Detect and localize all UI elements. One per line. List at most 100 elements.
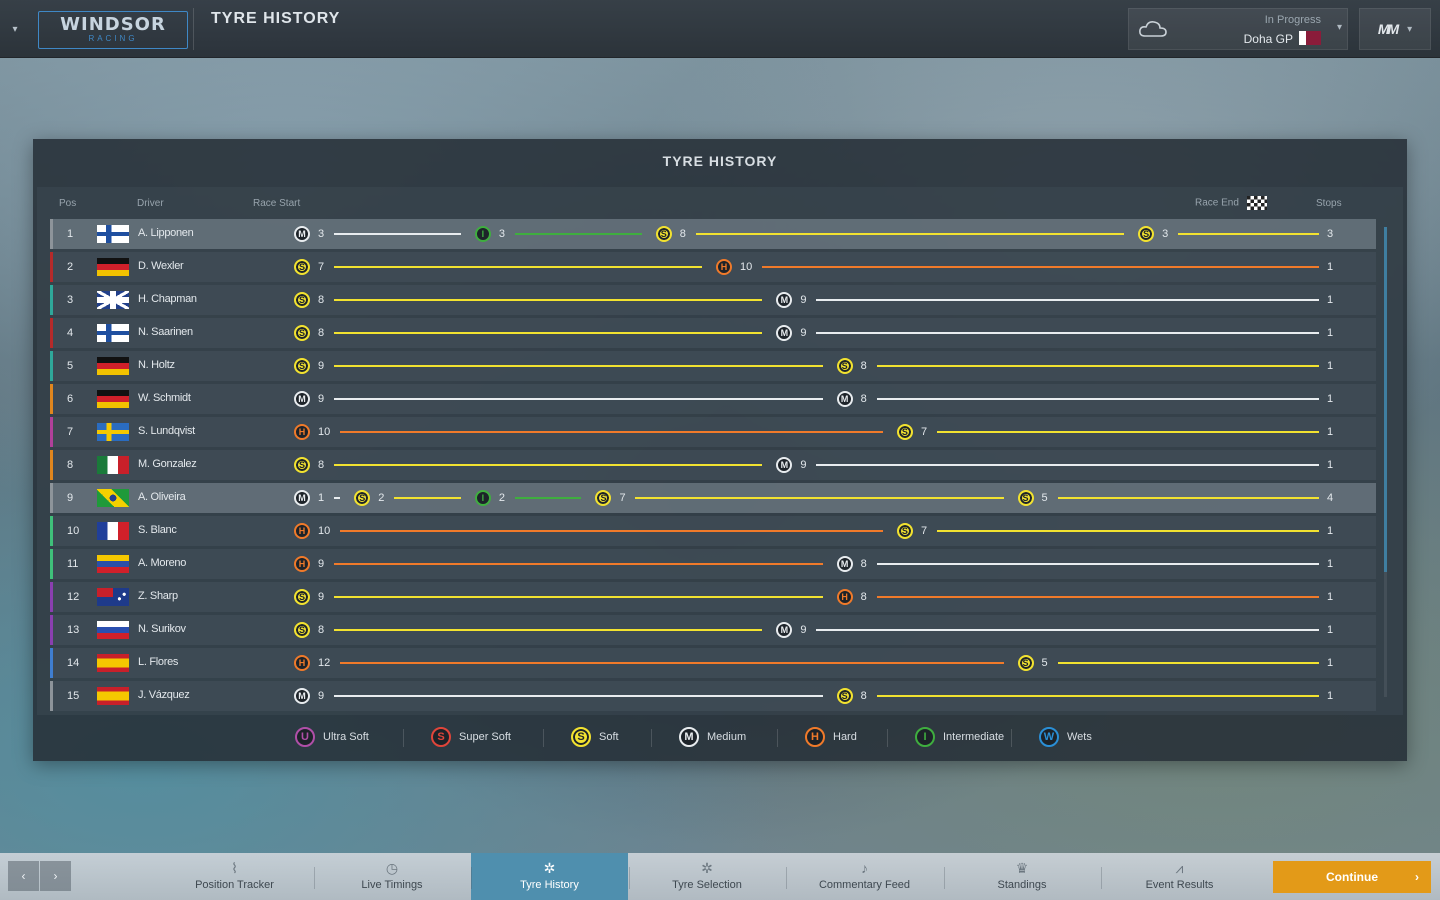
tab-tyre-selection[interactable]: ✲ Tyre Selection bbox=[629, 853, 786, 900]
driver-name[interactable]: S. Blanc bbox=[138, 524, 177, 536]
stint-line bbox=[1057, 497, 1319, 499]
driver-name[interactable]: S. Lundqvist bbox=[138, 425, 195, 437]
driver-name[interactable]: D. Wexler bbox=[138, 260, 184, 272]
driver-name[interactable]: Z. Sharp bbox=[138, 590, 178, 602]
scrollbar[interactable] bbox=[1384, 227, 1387, 697]
forward-arrow-icon[interactable]: › bbox=[40, 861, 71, 891]
tab-live-timings[interactable]: ◷ Live Timings bbox=[314, 853, 471, 900]
table-row[interactable]: 2 D. Wexler S 7 H 10 1 bbox=[50, 252, 1376, 282]
table-row[interactable]: 8 M. Gonzalez S 8 M 9 1 bbox=[50, 450, 1376, 480]
tyre-stint[interactable]: H 12 bbox=[294, 655, 1018, 671]
driver-name[interactable]: M. Gonzalez bbox=[138, 458, 197, 470]
tyre-stint[interactable]: H 10 bbox=[294, 424, 897, 440]
back-arrow-icon[interactable]: ‹ bbox=[8, 861, 39, 891]
table-row[interactable]: 1 A. Lipponen M 3 I 3 S 8 S 3 3 bbox=[50, 219, 1376, 249]
soft-tyre-icon: S bbox=[294, 358, 310, 374]
table-body[interactable]: 1 A. Lipponen M 3 I 3 S 8 S 3 3 2 D. Wexler S 7 H 10 1 3 H.… bbox=[37, 219, 1403, 715]
bottom-nav-bar: ‹ › ⌇ Position Tracker ◷ Live Timings ✲ Tyre … bbox=[0, 853, 1440, 900]
tab-tyre-history[interactable]: ✲ Tyre History bbox=[471, 853, 628, 900]
tyre-stint[interactable]: H 10 bbox=[716, 259, 1319, 275]
driver-name[interactable]: N. Holtz bbox=[138, 359, 175, 371]
table-row[interactable]: 3 H. Chapman S 8 M 9 1 bbox=[50, 285, 1376, 315]
col-header-race-end: Race End bbox=[1195, 196, 1267, 210]
table-row[interactable]: 10 S. Blanc H 10 S 7 1 bbox=[50, 516, 1376, 546]
driver-name[interactable]: J. Vázquez bbox=[138, 689, 190, 701]
table-row[interactable]: 5 N. Holtz S 9 S 8 1 bbox=[50, 351, 1376, 381]
tab-divider bbox=[471, 867, 472, 889]
stint-laps: 9 bbox=[800, 327, 807, 339]
tab-commentary-feed[interactable]: ♪ Commentary Feed bbox=[786, 853, 943, 900]
driver-name[interactable]: N. Saarinen bbox=[138, 326, 193, 338]
top-bar: ▾ WINDSOR RACING TYRE HISTORY In Progres… bbox=[0, 0, 1440, 58]
stint-line bbox=[334, 497, 341, 499]
table-row[interactable]: 13 N. Surikov S 8 M 9 1 bbox=[50, 615, 1376, 645]
driver-name[interactable]: N. Surikov bbox=[138, 623, 186, 635]
scrollbar-thumb[interactable] bbox=[1384, 227, 1387, 572]
stint-laps: 8 bbox=[860, 360, 867, 372]
medium-tyre-icon: M bbox=[294, 226, 310, 242]
team-logo[interactable]: WINDSOR RACING bbox=[38, 11, 188, 49]
driver-name[interactable]: L. Flores bbox=[138, 656, 179, 668]
driver-name[interactable]: A. Moreno bbox=[138, 557, 187, 569]
col-header-driver: Driver bbox=[137, 198, 164, 209]
game-menu-button[interactable]: MM ▾ bbox=[1359, 8, 1431, 50]
table-row[interactable]: 15 J. Vázquez M 9 S 8 1 bbox=[50, 681, 1376, 711]
stint-laps: 10 bbox=[740, 261, 753, 273]
tab-event-results[interactable]: ⩘ Event Results bbox=[1101, 853, 1258, 900]
table-row[interactable]: 7 S. Lundqvist H 10 S 7 1 bbox=[50, 417, 1376, 447]
table-row[interactable]: 6 W. Schmidt M 9 M 8 1 bbox=[50, 384, 1376, 414]
tab-standings[interactable]: ♛ Standings bbox=[944, 853, 1101, 900]
continue-button[interactable]: Continue › bbox=[1273, 861, 1431, 893]
driver-name[interactable]: A. Oliveira bbox=[138, 491, 186, 503]
tab-divider bbox=[313, 867, 315, 889]
legend-divider bbox=[403, 729, 404, 747]
tab-position-tracker[interactable]: ⌇ Position Tracker bbox=[156, 853, 313, 900]
legend-divider bbox=[1011, 729, 1012, 747]
tyre-stint[interactable]: H 10 bbox=[294, 523, 897, 539]
position: 9 bbox=[67, 492, 74, 504]
table-row[interactable]: 14 L. Flores H 12 S 5 1 bbox=[50, 648, 1376, 678]
team-menu-chevron-icon[interactable]: ▾ bbox=[12, 23, 18, 35]
table-row[interactable]: 12 Z. Sharp S 9 H 8 1 bbox=[50, 582, 1376, 612]
table-row[interactable]: 9 A. Oliveira M 1 S 2 I 2 S 7 S 5 4 bbox=[50, 483, 1376, 513]
stint-line bbox=[695, 233, 1125, 235]
table-row[interactable]: 4 N. Saarinen S 8 M 9 1 bbox=[50, 318, 1376, 348]
legend-divider bbox=[777, 729, 778, 747]
table-row[interactable]: 11 A. Moreno H 9 M 8 1 bbox=[50, 549, 1376, 579]
driver-name[interactable]: H. Chapman bbox=[138, 293, 197, 305]
race-status-widget[interactable]: In Progress Doha GP ▾ bbox=[1128, 8, 1348, 50]
driver-name[interactable]: A. Lipponen bbox=[138, 227, 194, 239]
driver-name[interactable]: W. Schmidt bbox=[138, 392, 191, 404]
